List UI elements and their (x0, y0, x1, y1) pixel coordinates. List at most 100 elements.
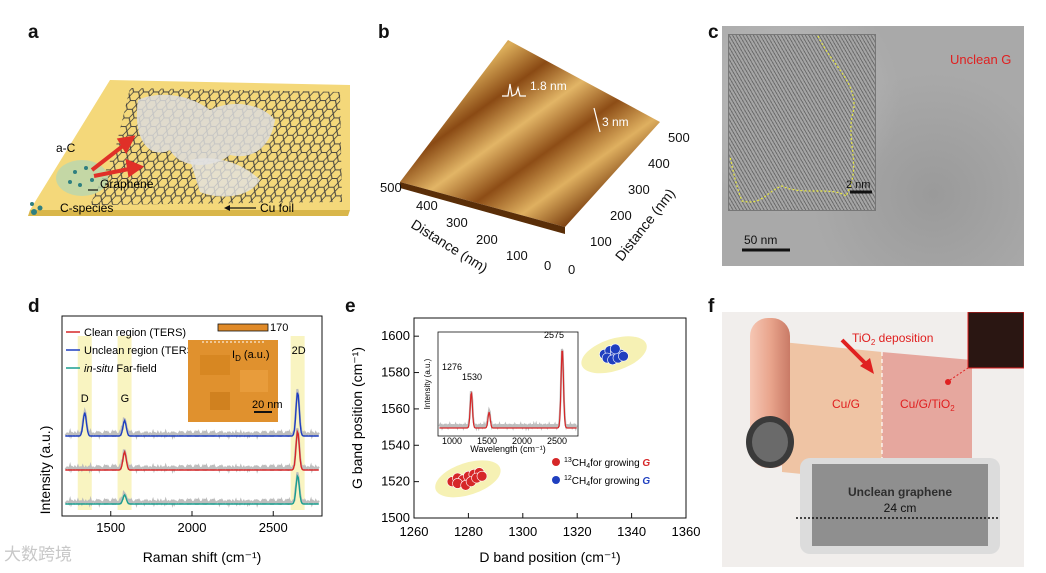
peak-label-2d: 2D (292, 345, 306, 357)
scatter-point (476, 470, 488, 482)
e-inset-spectrum (438, 348, 578, 432)
spectrum-line (65, 473, 319, 505)
e-peak-1276: 1276 (442, 362, 462, 372)
spectrum-noise (64, 472, 320, 509)
spectrum-line (65, 429, 319, 471)
label-graphene: Graphene (100, 177, 154, 191)
e-legend-12-sub: 4 (586, 481, 590, 488)
e-legend-13-g: G (642, 458, 650, 469)
e-inset-xlabel: Wavelength (cm⁻¹) (470, 444, 545, 454)
afm-left-tick: 300 (446, 215, 468, 230)
f-cugtio2-main: Cu/G/TiO (900, 397, 950, 411)
f-tio2-label: TiO2 deposition (852, 331, 933, 347)
afm-left-tick: 500 (380, 180, 402, 195)
d-xlabel: Raman shift (cm⁻¹) (143, 549, 262, 565)
ac-region (136, 94, 275, 166)
e-xlabel: D band position (cm⁻¹) (479, 549, 620, 565)
d-inset-max: 170 (270, 322, 288, 334)
e-ytick-label: 1560 (381, 401, 410, 416)
afm-right-tick: 100 (590, 234, 612, 249)
e-inset-tick: 1000 (442, 436, 462, 446)
e-inset-ylabel: Intensity (a.u.) (423, 358, 432, 409)
panel-label-c: c (708, 22, 719, 43)
f-cugtio2-label: Cu/G/TiO2 (900, 397, 955, 413)
e-inset-tick: 2500 (547, 436, 567, 446)
legend-clean: Clean region (TERS) (84, 327, 186, 339)
e-peak-2575: 2575 (544, 330, 564, 340)
e-legend-12-g: G (642, 476, 650, 487)
e-legend-13: 13CH4for growing G (564, 457, 650, 470)
afm-right-title: Distance (nm) (612, 185, 678, 264)
panel-label-b: b (378, 22, 390, 43)
d-inset-label-main: I (232, 349, 235, 361)
label-cu-foil: Cu foil (260, 201, 294, 215)
ac-region-2 (190, 158, 260, 197)
d-legend: Clean region (TERS) Unclean region (TERS… (66, 327, 198, 375)
e-legend-12: 12CH4for growing G (564, 475, 650, 488)
annot-3nm: 3 nm (602, 115, 629, 129)
scale-label-inset: 2 nm (846, 179, 870, 191)
tem-overlay: Unclean G 2 nm 50 nm (729, 35, 1011, 252)
peak-label-d: D (81, 393, 89, 405)
d-inset-label-suffix: (a.u.) (241, 349, 270, 361)
tablet-screen (812, 464, 988, 546)
panel-label-d: d (28, 296, 40, 317)
f-tio2-main: TiO (852, 331, 871, 345)
legend-far-prefix: in-situ (84, 363, 113, 375)
afm-left-tick: 100 (506, 248, 528, 263)
e-inset-tick: 2000 (512, 436, 532, 446)
e-inset-tick: 1500 (477, 436, 497, 446)
d-tick-label: 2000 (178, 520, 207, 535)
inset-noise (438, 348, 578, 432)
e-xtick-label: 1260 (400, 524, 429, 539)
panel-f-photo: TiO2 deposition Cu/G Cu/G/TiO2 Unclean g… (722, 312, 1024, 567)
afm-left-tick: 400 (416, 198, 438, 213)
legend-unclean: Unclean region (TERS) (84, 345, 198, 357)
e-peak-1530: 1530 (462, 372, 482, 382)
f-tio2-tail: deposition (875, 331, 933, 345)
d-tick-label: 1500 (96, 520, 125, 535)
growth-arrows (90, 135, 145, 178)
f-cugtio2-sub: 2 (950, 404, 955, 413)
afm-left-tick: 0 (544, 258, 551, 273)
foil-tio2 (882, 352, 972, 488)
panel-c-tem: Unclean G 2 nm 50 nm (722, 26, 1024, 266)
d-ylabel: Intensity (a.u.) (37, 426, 53, 515)
panel-label-f: f (708, 296, 715, 317)
afm-right-tick: 300 (628, 182, 650, 197)
e-ytick-label: 1520 (381, 474, 410, 489)
scatter-point (618, 350, 629, 362)
e-legend-12-ch: CH (572, 476, 586, 487)
annot-18nm: 1.8 nm (530, 79, 567, 93)
panel-label-a: a (28, 22, 39, 43)
legend-far: in-situ Far-field (84, 363, 157, 375)
e-xtick-label: 1360 (672, 524, 701, 539)
e-ytick-label: 1540 (381, 437, 410, 452)
e-yticks: 1500 1520 1540 1560 1580 1600 (381, 328, 419, 525)
e-legend-13-tail: for growing (590, 458, 642, 469)
f-inset-image (967, 312, 1024, 369)
spectrum-noise (64, 427, 320, 475)
f-cug-label: Cu/G (832, 397, 860, 411)
d-inset-scale: 20 nm (252, 399, 283, 411)
clean-boundary (729, 35, 855, 203)
panel-d-raman: Intensity (a.u.) Raman shift (cm⁻¹) 1500… (37, 315, 323, 565)
f-tio2-sub: 2 (871, 338, 876, 347)
e-points (446, 343, 629, 491)
panel-b-afm: 1.8 nm 3 nm 500 400 300 200 100 0 Distan… (380, 40, 690, 277)
e-legend: 13CH4for growing G 12CH4for growing G (552, 457, 650, 488)
d-tick-label: 2500 (259, 520, 288, 535)
afm-right-tick: 400 (648, 156, 670, 171)
label-c-species: C-species (60, 201, 113, 215)
afm-left-tick: 200 (476, 232, 498, 247)
e-xtick-label: 1300 (508, 524, 537, 539)
e-legend-13-sub: 4 (586, 463, 590, 470)
e-ytick-label: 1600 (381, 328, 410, 343)
scatter-point (609, 343, 621, 355)
scale-label-main: 50 nm (744, 233, 777, 247)
e-legend-12-sup: 12 (564, 475, 572, 482)
watermark: 大数跨境 (4, 545, 72, 564)
e-ytick-label: 1500 (381, 510, 410, 525)
height-profile (502, 83, 526, 97)
e-legend-13-sup: 13 (564, 457, 572, 464)
